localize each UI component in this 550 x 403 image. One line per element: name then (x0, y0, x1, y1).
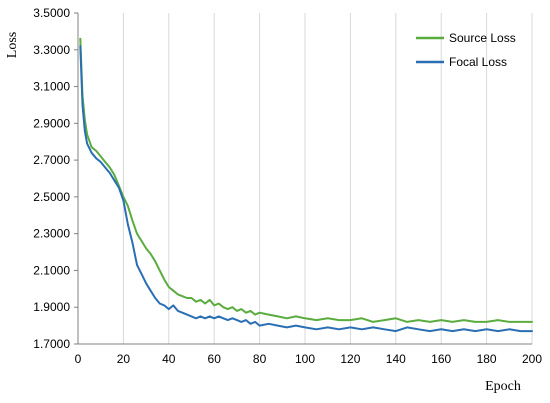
x-tick-label-80: 80 (253, 352, 267, 366)
series-lines (79, 37, 533, 333)
legend-label-source-loss: Source Loss (449, 31, 516, 45)
axes (74, 12, 532, 345)
x-axis-title: Epoch (485, 379, 521, 394)
y-tick-label-2.9000: 2.9000 (33, 116, 70, 130)
y-tick-label-1.9000: 1.9000 (33, 300, 70, 314)
x-tick-label-120: 120 (340, 352, 360, 366)
series-line-focal-loss (79, 45, 533, 333)
y-tick-label-1.7000: 1.7000 (33, 337, 70, 351)
x-tick-label-200: 200 (522, 352, 542, 366)
series-line-source-loss (79, 37, 533, 323)
x-tick-label-40: 40 (162, 352, 176, 366)
x-tick-label-180: 180 (477, 352, 497, 366)
y-tick-label-3.5000: 3.5000 (33, 6, 70, 20)
legend-label-focal-loss: Focal Loss (449, 55, 507, 69)
x-tick-label-60: 60 (208, 352, 222, 366)
grid-lines (122, 13, 533, 344)
x-tick-label-0: 0 (75, 352, 82, 366)
y-tick-label-2.7000: 2.7000 (33, 153, 70, 167)
y-tick-label-2.3000: 2.3000 (33, 227, 70, 241)
x-tick-label-160: 160 (431, 352, 451, 366)
x-tick-label-140: 140 (386, 352, 406, 366)
x-tick-label-20: 20 (117, 352, 131, 366)
y-axis-title: Loss (5, 32, 20, 58)
legend: Source Loss Focal Loss (416, 31, 516, 69)
x-tick-label-100: 100 (295, 352, 315, 366)
y-tick-label-2.5000: 2.5000 (33, 190, 70, 204)
y-tick-label-2.1000: 2.1000 (33, 263, 70, 277)
tick-labels: 0 20 40 60 80 100 120 140 160 180 200 1.7000 1.9000 2… (33, 6, 542, 366)
y-tick-label-3.3000: 3.3000 (33, 43, 70, 57)
y-tick-label-3.1000: 3.1000 (33, 80, 70, 94)
